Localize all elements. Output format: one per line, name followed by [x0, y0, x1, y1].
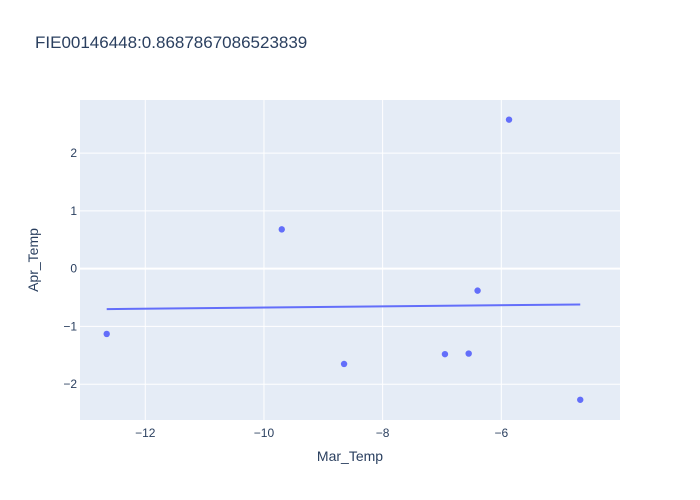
y-tick-label: 0: [70, 262, 77, 276]
y-tick-label: −1: [63, 319, 77, 333]
plot-area: [80, 100, 620, 420]
data-points: [103, 116, 584, 403]
x-tick-label: −10: [254, 426, 275, 440]
x-tick-label: −6: [494, 426, 508, 440]
data-point: [465, 350, 472, 357]
y-tick-label: −2: [63, 377, 77, 391]
data-point: [278, 226, 285, 233]
y-axis-title: Apr_Temp: [25, 228, 41, 292]
data-point: [474, 287, 481, 294]
y-tick-label: 1: [70, 204, 77, 218]
trendline: [106, 303, 581, 311]
data-point: [441, 350, 449, 358]
chart-title: FIE00146448:0.8687867086523839: [35, 33, 308, 52]
x-tick-label: −8: [376, 426, 390, 440]
grid-lines: [80, 100, 620, 420]
y-tick-label: 2: [70, 146, 77, 160]
data-point: [577, 396, 584, 403]
data-point: [340, 360, 348, 368]
x-tick-label: −12: [135, 426, 156, 440]
data-point: [103, 330, 110, 338]
x-axis-title: Mar_Temp: [317, 448, 383, 464]
data-point: [505, 116, 513, 123]
